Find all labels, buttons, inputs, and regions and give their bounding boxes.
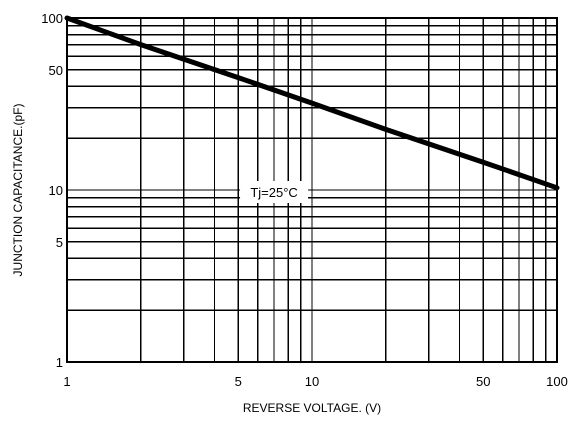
y-tick-label: 1	[56, 355, 63, 370]
y-tick-label: 5	[56, 235, 63, 250]
y-tick-label: 50	[49, 63, 63, 78]
y-axis-label: JUNCTION CAPACITANCE.(pF)	[11, 104, 25, 277]
x-tick-label: 10	[305, 374, 319, 389]
series-layer	[64, 15, 560, 191]
y-tick-label: 100	[41, 11, 63, 26]
annotation-background	[240, 181, 309, 203]
tick-labels: 1 5 10 50 100 1 5 10 50 100	[41, 11, 568, 389]
x-tick-label: 50	[476, 374, 490, 389]
temperature-annotation: Tj=25°C	[250, 185, 297, 200]
x-tick-label: 5	[235, 374, 242, 389]
x-tick-label: 100	[546, 374, 568, 389]
y-tick-label: 10	[49, 183, 63, 198]
x-axis-label: REVERSE VOLTAGE. (V)	[243, 401, 381, 415]
x-tick-label: 1	[63, 374, 70, 389]
plot-frame	[66, 17, 558, 363]
grid	[66, 17, 558, 363]
capacitance-curve	[64, 15, 560, 191]
annotations: Tj=25°C	[240, 181, 309, 203]
